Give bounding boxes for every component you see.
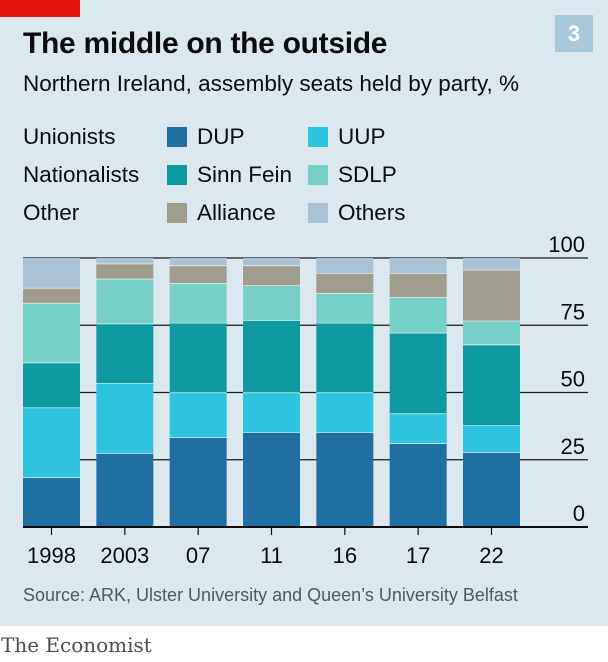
legend-item-others: Others	[308, 200, 406, 226]
legend-swatch-alliance	[167, 203, 187, 223]
bar-sinn-fein-16	[316, 322, 374, 393]
x-tick-label-11: 11	[260, 543, 283, 568]
bar-others-1998	[23, 258, 80, 288]
legend-label-alliance: Alliance	[197, 200, 276, 225]
bar-alliance-2003	[96, 263, 154, 279]
y-tick-label-100: 100	[548, 232, 585, 257]
bar-others-11	[243, 258, 300, 266]
legend-label-sinn-fein: Sinn Fein	[197, 162, 293, 187]
bar-dup-17	[389, 443, 447, 527]
bar-dup-1998	[23, 477, 80, 527]
bar-sdlp-1998	[23, 302, 80, 363]
bar-sinn-fein-1998	[23, 362, 80, 408]
bar-sinn-fein-17	[389, 332, 447, 414]
bar-uup-22	[463, 425, 520, 453]
legend-swatch-others	[308, 203, 328, 223]
brand-red-tag	[0, 0, 80, 17]
bar-others-17	[389, 258, 447, 274]
bar-sdlp-2003	[96, 278, 154, 324]
bar-others-2003	[96, 258, 154, 264]
legend-swatch-sdlp	[308, 165, 328, 185]
bar-alliance-17	[389, 273, 447, 298]
legend-group-unionists: Unionists	[23, 124, 116, 149]
bar-sinn-fein-11	[243, 320, 300, 393]
bar-alliance-16	[316, 273, 374, 293]
bar-sdlp-22	[463, 320, 520, 345]
chart-subtitle: Northern Ireland, assembly seats held by…	[23, 71, 520, 96]
y-tick-label-0: 0	[573, 501, 585, 526]
legend-item-sdlp: SDLP	[308, 162, 397, 188]
legend-group-nationalists: Nationalists	[23, 162, 140, 187]
legend-item-sinn-fein: Sinn Fein	[167, 162, 292, 188]
source-note: Source: ARK, Ulster University and Queen…	[23, 585, 518, 605]
bar-sinn-fein-07	[169, 322, 227, 393]
x-tick-label-16: 16	[333, 543, 357, 568]
bar-sdlp-17	[389, 297, 447, 333]
legend-item-uup: UUP	[308, 124, 386, 150]
x-tick-label-17: 17	[406, 543, 430, 568]
chart-number-badge: 3	[555, 15, 593, 52]
legend-swatch-uup	[308, 127, 328, 147]
bar-alliance-22	[463, 269, 520, 321]
legend-swatch-dup	[167, 127, 187, 147]
bar-alliance-07	[169, 265, 227, 284]
legend-label-others: Others	[338, 200, 406, 225]
bar-alliance-1998	[23, 287, 80, 303]
bars	[23, 258, 520, 527]
axes: 1998 2003 07 11 16 17 22 0 25 50 75 100	[23, 232, 588, 568]
legend-label-dup: DUP	[197, 124, 245, 149]
y-tick-label-50: 50	[561, 367, 585, 392]
chart-title: The middle on the outside	[23, 27, 388, 60]
bar-sinn-fein-2003	[96, 323, 154, 384]
bar-uup-16	[316, 392, 374, 433]
stacked-bar-chart: 1998 2003 07 11 16 17 22 0 25 50 75 100	[23, 232, 588, 568]
bar-sdlp-11	[243, 285, 300, 321]
bar-sinn-fein-22	[463, 344, 520, 426]
bar-uup-11	[243, 392, 300, 433]
bar-others-22	[463, 258, 520, 270]
x-tick-label-1998: 1998	[27, 543, 76, 568]
legend-group-other: Other	[23, 200, 80, 225]
bar-others-07	[169, 258, 227, 266]
x-tick-label-2003: 2003	[100, 543, 149, 568]
y-tick-label-25: 25	[561, 434, 585, 459]
bar-sdlp-16	[316, 292, 374, 323]
bar-others-16	[316, 258, 374, 274]
x-tick-label-07: 07	[186, 543, 210, 568]
bar-alliance-11	[243, 265, 300, 286]
bar-uup-17	[389, 413, 447, 444]
bar-dup-07	[169, 437, 227, 527]
bar-dup-16	[316, 432, 374, 527]
bar-uup-07	[169, 392, 227, 438]
legend-item-dup: DUP	[167, 124, 245, 150]
x-tick-label-22: 22	[479, 543, 503, 568]
bar-uup-1998	[23, 407, 80, 478]
bar-dup-22	[463, 452, 520, 527]
brand-wordmark: The Economist	[1, 633, 152, 657]
legend-label-sdlp: SDLP	[338, 162, 397, 187]
bar-dup-11	[243, 432, 300, 527]
y-tick-label-75: 75	[561, 299, 585, 324]
legend-label-uup: UUP	[338, 124, 386, 149]
bar-uup-2003	[96, 383, 154, 454]
legend-item-alliance: Alliance	[167, 200, 276, 226]
legend-swatch-sinn-fein	[167, 165, 187, 185]
bar-dup-2003	[96, 453, 154, 527]
bar-sdlp-07	[169, 283, 227, 323]
